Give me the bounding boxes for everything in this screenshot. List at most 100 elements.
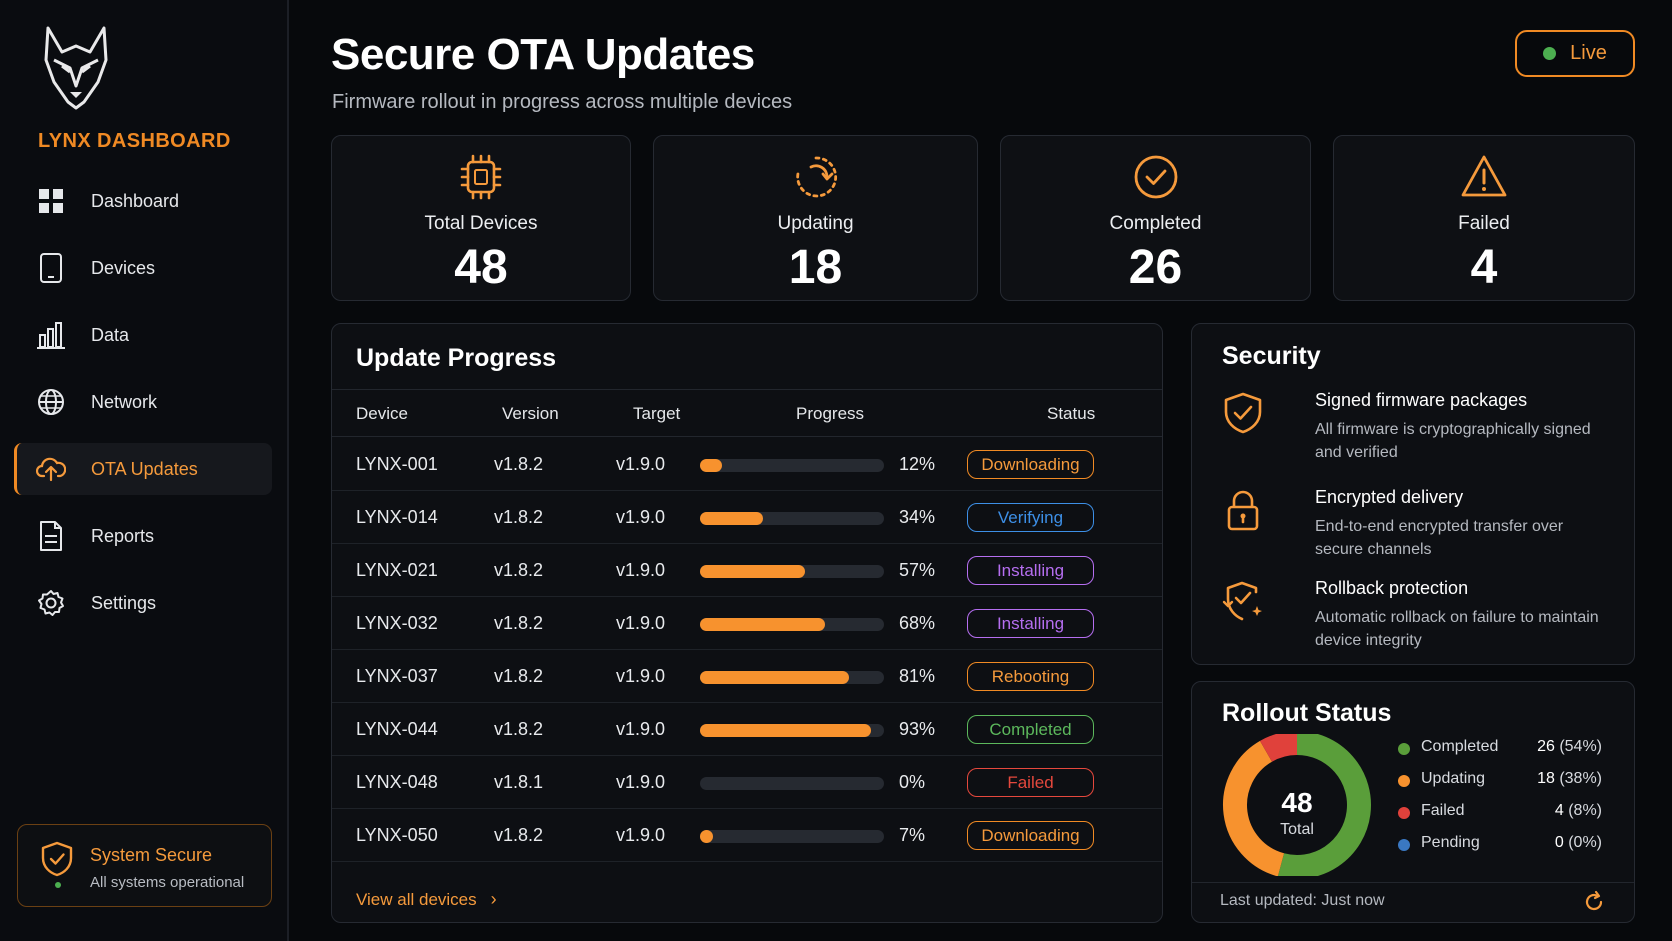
progress-bar-fill [700, 565, 805, 578]
progress-bar-fill [700, 459, 723, 472]
device-id: LYNX-044 [356, 719, 438, 739]
table-row[interactable]: LYNX-001 v1.8.2 v1.9.0 12% Downloading [332, 438, 1162, 491]
panel-title: Security [1222, 342, 1321, 370]
progress-percent: 93% [899, 719, 936, 739]
sidebar-item-data[interactable]: Data [14, 309, 272, 361]
sync-icon [795, 156, 837, 198]
status-badge: Downloading [967, 450, 1094, 479]
target-version: v1.9.0 [616, 454, 666, 474]
chip-icon [460, 154, 502, 200]
progress-percent: 34% [899, 507, 936, 527]
progress-bar [700, 565, 884, 578]
legend-percent: (0%) [1568, 834, 1602, 851]
system-status-subtitle: All systems operational [90, 874, 245, 891]
rollout-status-panel: Rollout Status 48 Total Completed 26 (54%… [1191, 681, 1635, 923]
legend-value: 4 (8%) [1520, 802, 1602, 820]
stat-card-failed: Failed 4 [1333, 135, 1635, 301]
donut-total-label: Total [1280, 821, 1314, 838]
stat-label: Completed [1109, 213, 1202, 234]
target-version: v1.9.0 [616, 507, 666, 527]
page-title: Secure OTA Updates [331, 30, 755, 79]
target-version: v1.9.0 [616, 825, 666, 845]
progress-bar [700, 724, 884, 737]
table-row[interactable]: LYNX-048 v1.8.1 v1.9.0 0% Failed [332, 756, 1162, 809]
legend-value: 0 (0%) [1520, 834, 1602, 852]
sidebar-item-settings[interactable]: Settings [14, 577, 272, 629]
bar-chart-icon [36, 320, 66, 350]
progress-percent: 0% [899, 772, 926, 792]
status-dot [55, 882, 61, 888]
sidebar: LYNX DASHBOARD Dashboard Devices Data Ne… [0, 0, 289, 941]
legend-value: 18 (38%) [1520, 770, 1602, 788]
progress-bar [700, 830, 884, 843]
sidebar-item-ota-updates[interactable]: OTA Updates [14, 443, 272, 495]
progress-percent: 68% [899, 613, 936, 633]
live-dot [1543, 47, 1557, 60]
globe-icon [36, 387, 66, 417]
sidebar-item-label: Reports [91, 525, 155, 546]
stat-label: Updating [777, 213, 854, 234]
legend-percent: (54%) [1559, 738, 1602, 755]
table-row[interactable]: LYNX-050 v1.8.2 v1.9.0 7% Downloading [332, 809, 1162, 862]
progress-percent: 81% [899, 666, 936, 686]
target-version: v1.9.0 [616, 613, 666, 633]
live-button[interactable]: Live [1515, 30, 1635, 77]
device-id: LYNX-014 [356, 507, 438, 527]
legend-count: 18 [1537, 770, 1555, 787]
sidebar-item-dashboard[interactable]: Dashboard [14, 175, 272, 227]
table-row[interactable]: LYNX-044 v1.8.2 v1.9.0 93% Completed [332, 703, 1162, 756]
table-row[interactable]: LYNX-037 v1.8.2 v1.9.0 81% Rebooting [332, 650, 1162, 703]
view-all-label: View all devices [356, 889, 477, 909]
legend-item-completed: Completed 26 (54%) [1398, 737, 1602, 759]
divider [1192, 882, 1634, 883]
progress-percent: 57% [899, 560, 936, 580]
progress-bar-fill [700, 671, 850, 684]
progress-bar [700, 618, 884, 631]
current-version: v1.8.2 [494, 666, 544, 686]
sidebar-item-reports[interactable]: Reports [14, 510, 272, 562]
stat-label: Total Devices [424, 213, 538, 234]
panel-title: Rollout Status [1222, 699, 1392, 727]
brand-name: LYNX DASHBOARD [38, 130, 231, 152]
security-panel: Security Signed firmware packages All fi… [1191, 323, 1635, 665]
stat-value: 4 [1470, 241, 1498, 294]
device-id: LYNX-001 [356, 454, 438, 474]
sidebar-item-devices[interactable]: Devices [14, 242, 272, 294]
donut-segment-updating [1223, 740, 1285, 876]
table-row[interactable]: LYNX-021 v1.8.2 v1.9.0 57% Installing [332, 544, 1162, 597]
stat-card-updating: Updating 18 [653, 135, 978, 301]
progress-bar [700, 459, 884, 472]
security-item-desc: Automatic rollback on failure to maintai… [1315, 609, 1599, 649]
current-version: v1.8.2 [494, 719, 544, 739]
sidebar-item-label: Data [91, 324, 130, 345]
progress-bar [700, 671, 884, 684]
progress-bar [700, 512, 884, 525]
sidebar-item-network[interactable]: Network [14, 376, 272, 428]
rollout-donut-chart: 48 Total [1223, 734, 1371, 876]
status-badge: Downloading [967, 821, 1094, 850]
document-icon [36, 521, 66, 551]
progress-bar [700, 777, 884, 790]
table-row[interactable]: LYNX-014 v1.8.2 v1.9.0 34% Verifying [332, 491, 1162, 544]
sidebar-item-label: Dashboard [91, 190, 180, 211]
status-badge: Installing [967, 556, 1094, 585]
device-id: LYNX-037 [356, 666, 438, 686]
legend-label: Failed [1421, 802, 1465, 819]
target-version: v1.9.0 [616, 560, 666, 580]
lock-icon [1227, 490, 1259, 531]
table-row[interactable]: LYNX-032 v1.8.2 v1.9.0 68% Installing [332, 597, 1162, 650]
last-updated-text: Last updated: Just now [1220, 892, 1385, 909]
target-version: v1.9.0 [616, 666, 666, 686]
view-all-devices-link[interactable]: View all devices › [356, 889, 497, 910]
column-header-status: Status [1047, 404, 1096, 423]
stat-card-completed: Completed 26 [1000, 135, 1311, 301]
refresh-icon[interactable] [1582, 890, 1606, 914]
device-id: LYNX-050 [356, 825, 438, 845]
legend-label: Pending [1421, 834, 1480, 851]
legend-count: 4 [1554, 802, 1564, 819]
system-status-title: System Secure [90, 845, 213, 865]
current-version: v1.8.2 [494, 560, 544, 580]
target-version: v1.9.0 [616, 719, 666, 739]
shield-check-icon [1224, 392, 1262, 434]
live-label: Live [1570, 42, 1607, 64]
